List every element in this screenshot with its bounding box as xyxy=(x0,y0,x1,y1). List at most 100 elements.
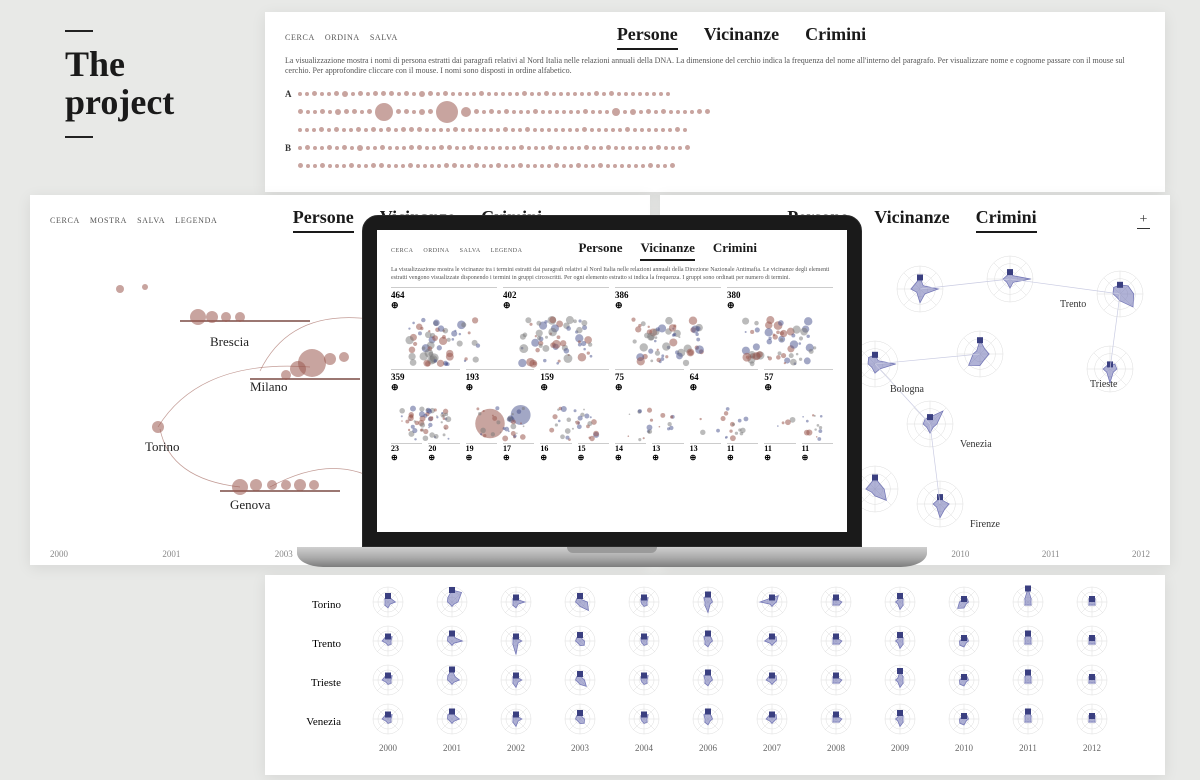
frequency-bubble[interactable] xyxy=(313,164,317,168)
frequency-bubble[interactable] xyxy=(573,92,577,96)
frequency-bubble[interactable] xyxy=(599,146,603,150)
frequency-bubble[interactable] xyxy=(467,164,471,168)
frequency-bubble[interactable] xyxy=(705,109,710,114)
radar-cell[interactable] xyxy=(691,585,725,624)
city-bubble[interactable] xyxy=(309,480,319,490)
frequency-bubble[interactable] xyxy=(373,146,377,150)
frequency-bubble[interactable] xyxy=(584,145,589,150)
frequency-bubble[interactable] xyxy=(349,128,353,132)
radar-cell[interactable] xyxy=(883,663,917,702)
frequency-bubble[interactable] xyxy=(386,127,391,132)
frequency-bubble[interactable] xyxy=(334,127,339,132)
frequency-bubble[interactable] xyxy=(417,127,422,132)
frequency-bubble[interactable] xyxy=(547,164,551,168)
frequency-bubble[interactable] xyxy=(312,91,317,96)
frequency-bubble[interactable] xyxy=(367,109,372,114)
radar-cell[interactable] xyxy=(371,624,405,663)
frequency-bubble[interactable] xyxy=(597,128,601,132)
frequency-bubble[interactable] xyxy=(580,92,584,96)
frequency-bubble[interactable] xyxy=(617,92,621,96)
frequency-bubble[interactable] xyxy=(591,164,595,168)
radar-cell[interactable] xyxy=(499,663,533,702)
frequency-bubble[interactable] xyxy=(489,128,493,132)
radar-cell[interactable] xyxy=(627,702,661,741)
frequency-bubble[interactable] xyxy=(313,110,317,114)
frequency-bubble[interactable] xyxy=(327,145,332,150)
frequency-bubble[interactable] xyxy=(358,91,363,96)
frequency-bubble[interactable] xyxy=(656,145,661,150)
tab-crimini[interactable]: Crimini xyxy=(805,24,866,50)
frequency-bubble[interactable] xyxy=(639,110,643,114)
frequency-bubble[interactable] xyxy=(675,127,680,132)
frequency-bubble[interactable] xyxy=(630,109,636,115)
toolbar-cerca[interactable]: CERCA xyxy=(391,248,413,254)
frequency-bubble[interactable] xyxy=(425,146,429,150)
expand-button[interactable]: + xyxy=(1137,212,1150,229)
year-label[interactable]: 2001 xyxy=(162,549,180,559)
frequency-bubble[interactable] xyxy=(612,108,620,116)
frequency-bubble[interactable] xyxy=(375,103,393,121)
frequency-bubble[interactable] xyxy=(474,163,479,168)
frequency-bubble[interactable] xyxy=(501,92,505,96)
frequency-bubble[interactable] xyxy=(402,146,406,150)
frequency-bubble[interactable] xyxy=(671,146,675,150)
frequency-bubble[interactable] xyxy=(628,146,632,150)
frequency-bubble[interactable] xyxy=(494,92,498,96)
frequency-bubble[interactable] xyxy=(306,110,310,114)
frequency-bubble[interactable] xyxy=(627,164,631,168)
radar-cell[interactable] xyxy=(755,585,789,624)
frequency-bubble[interactable] xyxy=(613,164,617,168)
frequency-bubble[interactable] xyxy=(541,110,545,114)
year-label[interactable]: 2003 xyxy=(275,549,293,559)
frequency-bubble[interactable] xyxy=(342,164,346,168)
toolbar-mostra[interactable]: MOSTRA xyxy=(90,216,127,225)
radar-cell[interactable] xyxy=(1011,624,1045,663)
frequency-bubble[interactable] xyxy=(518,128,522,132)
frequency-bubble[interactable] xyxy=(591,110,595,114)
frequency-bubble[interactable] xyxy=(408,163,413,168)
frequency-bubble[interactable] xyxy=(489,109,494,114)
toolbar-legenda[interactable]: LEGENDA xyxy=(491,248,523,254)
frequency-bubble[interactable] xyxy=(633,128,637,132)
cluster-cell[interactable]: 64⊕ xyxy=(690,369,759,439)
frequency-bubble[interactable] xyxy=(328,164,332,168)
tab-persone[interactable]: Persone xyxy=(293,207,354,233)
frequency-bubble[interactable] xyxy=(401,164,405,168)
frequency-bubble[interactable] xyxy=(298,163,303,168)
frequency-bubble[interactable] xyxy=(491,146,495,150)
frequency-bubble[interactable] xyxy=(537,92,541,96)
frequency-bubble[interactable] xyxy=(305,128,309,132)
frequency-bubble[interactable] xyxy=(663,164,667,168)
radar-cell[interactable] xyxy=(883,702,917,741)
frequency-bubble[interactable] xyxy=(518,163,523,168)
frequency-bubble[interactable] xyxy=(646,109,651,114)
frequency-bubble[interactable] xyxy=(548,145,553,150)
frequency-bubble[interactable] xyxy=(522,91,527,96)
frequency-bubble[interactable] xyxy=(556,146,560,150)
frequency-bubble[interactable] xyxy=(604,128,608,132)
frequency-bubble[interactable] xyxy=(519,110,523,114)
frequency-bubble[interactable] xyxy=(430,164,434,168)
frequency-bubble[interactable] xyxy=(526,110,530,114)
frequency-bubble[interactable] xyxy=(298,128,302,132)
frequency-bubble[interactable] xyxy=(576,163,581,168)
city-bubble[interactable] xyxy=(339,352,349,362)
radar-cell[interactable] xyxy=(563,585,597,624)
frequency-bubble[interactable] xyxy=(652,92,656,96)
toolbar-salva[interactable]: SALVA xyxy=(370,33,398,42)
frequency-bubble[interactable] xyxy=(428,109,433,114)
frequency-bubble[interactable] xyxy=(352,109,357,114)
frequency-bubble[interactable] xyxy=(472,92,476,96)
toolbar-cerca[interactable]: CERCA xyxy=(50,216,80,225)
radar-cell[interactable] xyxy=(435,663,469,702)
frequency-bubble[interactable] xyxy=(587,92,591,96)
frequency-bubble[interactable] xyxy=(563,146,567,150)
frequency-bubble[interactable] xyxy=(453,127,458,132)
year-label[interactable]: 2010 xyxy=(951,549,969,559)
radar-cell[interactable] xyxy=(563,624,597,663)
radar-cell[interactable] xyxy=(755,663,789,702)
frequency-bubble[interactable] xyxy=(540,128,544,132)
frequency-bubble[interactable] xyxy=(364,164,368,168)
frequency-bubble[interactable] xyxy=(568,128,572,132)
frequency-bubble[interactable] xyxy=(444,163,449,168)
